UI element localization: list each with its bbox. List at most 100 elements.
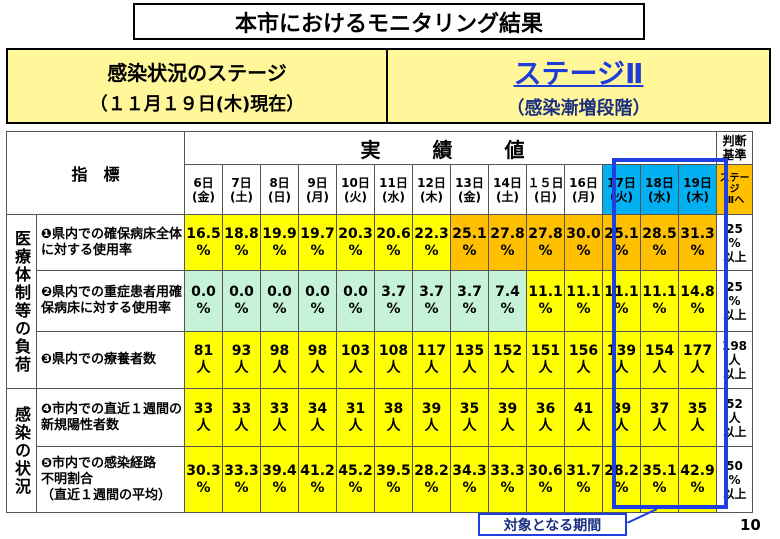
value-unit: % — [196, 242, 211, 259]
category-label: 医療体制等の負荷 — [12, 229, 31, 374]
criterion-line: 以上 — [722, 367, 747, 381]
value-cell: 151 人 — [526, 331, 565, 389]
criterion-cell: 25% 以上 — [716, 270, 753, 332]
criterion-line: 25 — [726, 280, 743, 294]
indicator-label-line: 不明割合 — [41, 471, 94, 487]
criterion-cell: 52 人以上 — [716, 388, 753, 447]
monitoring-table: 指 標実 績 値判断 基準 6日 (金) 7日 (土) 8日 (日) 9日 (月) 10日 (火) 11… — [6, 131, 753, 513]
value-number: 45.2 — [338, 462, 373, 479]
day-weekday: (金) — [192, 189, 215, 204]
criterion-line: 以上 — [722, 308, 747, 322]
judgment-header-line: 判断 — [722, 134, 747, 148]
stage-name: ステージⅡ — [513, 57, 644, 90]
judgment-criteria-header: 判断 基準 — [716, 131, 753, 165]
value-number: 31.7 — [566, 462, 601, 479]
value-cell: 7.4% — [488, 270, 527, 332]
value-cell: 45.2% — [336, 446, 375, 513]
value-number: 177 — [682, 343, 713, 359]
criterion-line: 50 — [726, 458, 743, 473]
value-cell: 28.5% — [640, 214, 679, 271]
judgment-subheader-line: Ⅲへ — [724, 195, 745, 206]
day-header: 13日 (金) — [450, 164, 489, 215]
criterion-cell: 25% 以上 — [716, 214, 753, 271]
value-cell: 16.5% — [184, 214, 223, 271]
day-date: 12日 — [417, 175, 446, 190]
value-number: 28.2 — [414, 462, 449, 479]
indicator-label: ❺市内での感染経路 不明割合 （直近１週間の平均） — [36, 446, 185, 513]
value-unit: % — [614, 479, 629, 496]
value-cell: 11.1% — [564, 270, 603, 332]
value-unit: % — [310, 301, 325, 317]
value-number: 20.3 — [338, 225, 373, 242]
value-number: 0.0 — [191, 284, 216, 300]
day-weekday: (土) — [230, 189, 253, 204]
value-number: 34 — [307, 400, 328, 417]
value-unit: % — [386, 242, 401, 259]
value-unit: % — [500, 301, 515, 317]
value-unit: 人 — [386, 417, 401, 434]
value-cell: 28.2% — [412, 446, 451, 513]
value-number: 3.7 — [381, 284, 406, 300]
value-unit: % — [462, 242, 477, 259]
period-connector — [627, 509, 657, 523]
value-cell: 0.0% — [298, 270, 337, 332]
value-number: 11.1 — [566, 284, 601, 300]
category-cell: 感染の状況 — [6, 388, 37, 513]
value-unit: 人 — [538, 417, 553, 434]
day-date: 16日 — [569, 175, 598, 190]
value-unit: 人 — [424, 360, 439, 376]
value-number: 33 — [231, 400, 252, 417]
value-number: 38 — [383, 400, 404, 417]
value-number: 93 — [231, 343, 252, 359]
value-number: 11.1 — [604, 284, 639, 300]
value-cell: 152 人 — [488, 331, 527, 389]
value-unit: % — [538, 479, 553, 496]
day-header: １５日 (日) — [526, 164, 565, 215]
value-number: 31.3 — [680, 225, 715, 242]
value-number: 31 — [345, 400, 366, 417]
value-unit: % — [386, 301, 401, 317]
criterion-line: 198人 — [721, 339, 748, 367]
actual-values-header: 実 績 値 — [184, 131, 717, 165]
stage-status-box: 感染状況のステージ （１１月１９日(木)現在） ステージⅡ （感染漸増段階） — [6, 48, 771, 124]
value-cell: 37 人 — [640, 388, 679, 447]
category-cell: 医療体制等の負荷 — [6, 214, 37, 389]
value-unit: % — [614, 242, 629, 259]
value-number: 39 — [611, 400, 632, 417]
value-cell: 39.4% — [260, 446, 299, 513]
value-number: 35 — [687, 400, 708, 417]
value-number: 30.3 — [186, 462, 221, 479]
value-number: 28.5 — [642, 225, 677, 242]
day-weekday: (金) — [458, 189, 481, 204]
value-cell: 30.0% — [564, 214, 603, 271]
value-number: 33 — [193, 400, 214, 417]
table-row: ❸県内での療養者数 81 人 93 人 98 人 98 人 103 人 108 人 117 人 135 人 152… — [7, 331, 753, 389]
value-number: 34.3 — [452, 462, 487, 479]
value-number: 39.5 — [376, 462, 411, 479]
value-unit: % — [234, 242, 249, 259]
day-header: 16日 (月) — [564, 164, 603, 215]
value-cell: 39 人 — [602, 388, 641, 447]
day-weekday: (日) — [534, 189, 557, 204]
day-date: 6日 — [193, 175, 214, 190]
value-number: 39 — [421, 400, 442, 417]
value-number: 152 — [492, 343, 523, 359]
value-number: 39.4 — [262, 462, 297, 479]
value-unit: % — [196, 479, 211, 496]
value-number: 81 — [193, 343, 214, 359]
value-cell: 117 人 — [412, 331, 451, 389]
criterion-line: 以上 — [722, 424, 747, 439]
value-unit: 人 — [614, 417, 629, 434]
day-header: 18日 (水) — [640, 164, 679, 215]
value-number: 117 — [416, 343, 447, 359]
value-number: 108 — [378, 343, 409, 359]
value-unit: % — [424, 242, 439, 259]
value-number: 151 — [530, 343, 561, 359]
category-label: 感染の状況 — [12, 405, 31, 496]
value-cell: 35 人 — [678, 388, 717, 447]
value-cell: 31.7% — [564, 446, 603, 513]
value-cell: 25.1% — [602, 214, 641, 271]
value-number: 30.6 — [528, 462, 563, 479]
stage-value-panel: ステージⅡ （感染漸増段階） — [388, 50, 769, 122]
day-header: 17日 (火) — [602, 164, 641, 215]
